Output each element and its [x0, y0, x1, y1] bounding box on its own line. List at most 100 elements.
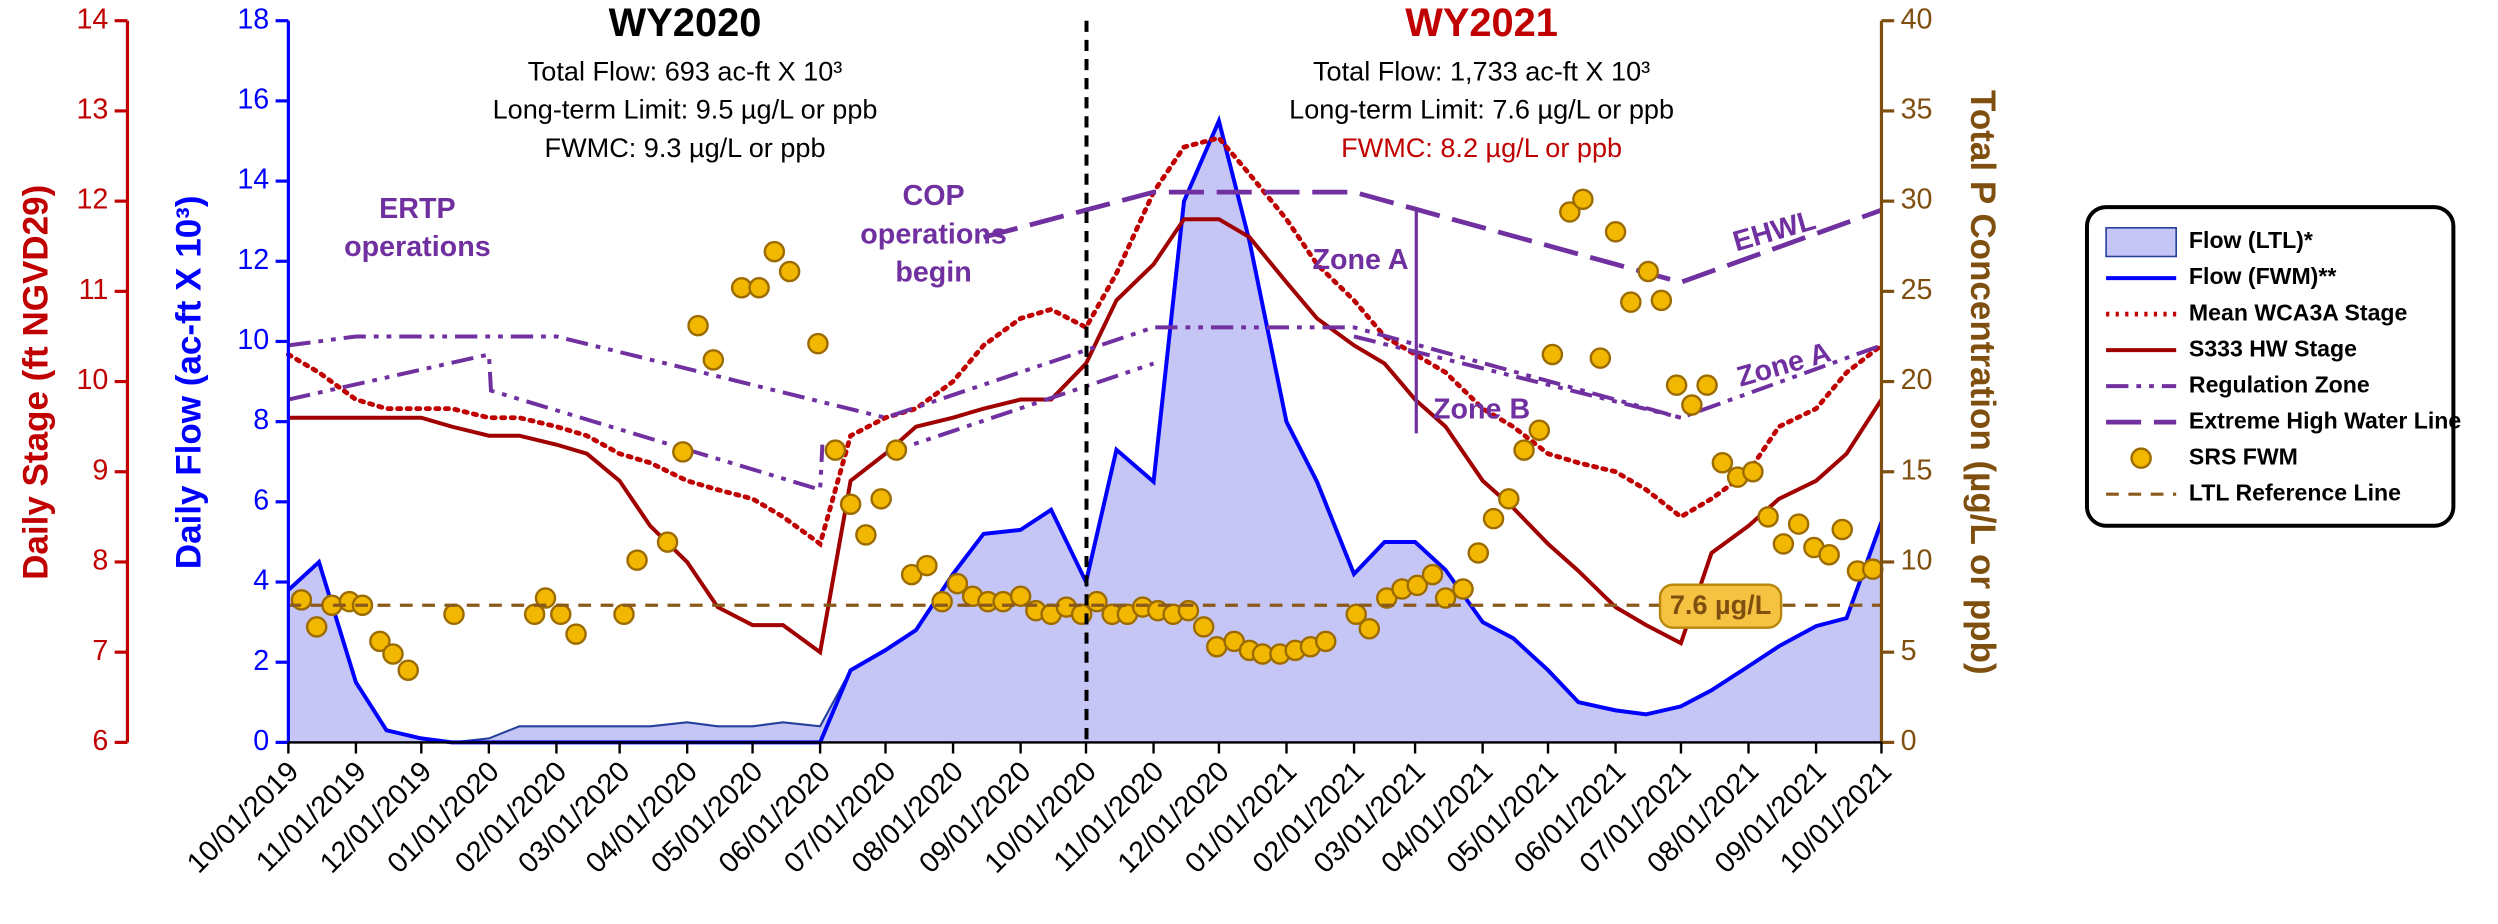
legend-label: S333 HW Stage — [2189, 335, 2357, 361]
y2-tick-label: 30 — [1901, 184, 1933, 216]
annotation: COP — [903, 180, 965, 212]
y3-tick-label: 7 — [92, 635, 108, 667]
data-point — [1711, 451, 1734, 474]
data-point — [305, 616, 328, 638]
y3-tick-label: 6 — [92, 725, 108, 757]
data-point — [1452, 578, 1474, 600]
data-point — [1650, 289, 1673, 312]
data-point — [656, 531, 679, 553]
y2-tick-label: 35 — [1901, 93, 1933, 125]
data-point — [1681, 394, 1703, 416]
y3-tick-label: 9 — [92, 454, 108, 486]
y2-tick-label: 5 — [1901, 635, 1917, 667]
data-point — [1665, 374, 1688, 396]
data-point — [626, 549, 648, 571]
annotation: begin — [895, 257, 971, 289]
data-point — [1742, 461, 1764, 483]
data-point — [1206, 636, 1228, 658]
data-point — [443, 603, 465, 626]
y2-tick-label: 0 — [1901, 725, 1917, 757]
annotation: operations — [860, 218, 1006, 250]
data-point — [1498, 488, 1520, 510]
wy2020-line: Long-term Limit: 9.5 µg/L or ppb — [493, 94, 878, 125]
legend-label: Regulation Zone — [2189, 371, 2370, 397]
y-tick-label: 12 — [237, 244, 269, 276]
y2-tick-label: 40 — [1901, 3, 1933, 35]
line — [287, 325, 1883, 493]
y3-tick-label: 12 — [76, 184, 108, 216]
data-point — [807, 332, 829, 355]
data-point — [1559, 201, 1581, 223]
data-point — [1589, 347, 1612, 369]
wy2021-line: Total Flow: 1,733 ac-ft X 10³ — [1313, 55, 1650, 86]
y3-tick-label: 11 — [79, 274, 109, 306]
y3-axis-title: Daily Stage (ft NGVD29) — [16, 185, 55, 580]
annotation: operations — [344, 231, 491, 263]
annotation: Zone A — [1312, 244, 1408, 276]
line — [288, 217, 1884, 656]
line — [982, 189, 1883, 285]
data-point — [672, 441, 694, 463]
legend-label: Flow (LTL)* — [2189, 227, 2313, 253]
y2-tick-label: 15 — [1901, 454, 1933, 486]
data-point — [1421, 563, 1444, 586]
y-tick-label: 2 — [253, 645, 269, 677]
reference-label-box — [1658, 583, 1783, 629]
y2-axis-title: Total P Concentration (µg/L or ppb) — [1963, 90, 2002, 675]
annotation: Zone B — [1433, 394, 1530, 426]
reference-label: 7.6 µg/L — [1670, 589, 1771, 620]
wy2021-line: Long-term Limit: 7.6 µg/L or ppb — [1289, 94, 1674, 125]
data-point — [1358, 617, 1381, 640]
data-point — [613, 603, 635, 626]
data-point — [534, 587, 557, 609]
data-point — [1192, 616, 1215, 638]
data-point — [916, 554, 938, 577]
data-point — [397, 659, 419, 681]
y3-tick-label: 13 — [76, 93, 108, 125]
y-tick-label: 16 — [237, 83, 269, 115]
data-point — [1513, 439, 1535, 461]
legend-swatch — [2105, 227, 2177, 258]
data-point — [550, 603, 572, 626]
data-point — [1345, 603, 1367, 626]
wy2021-title: WY2021 — [1405, 1, 1558, 45]
data-point — [1637, 260, 1660, 283]
data-point — [382, 643, 404, 665]
data-point — [1620, 291, 1642, 313]
data-point — [565, 623, 587, 645]
data-point — [1696, 374, 1718, 396]
data-point — [1406, 574, 1429, 597]
y-tick-label: 14 — [237, 164, 269, 196]
data-point — [763, 240, 786, 263]
data-point — [870, 488, 892, 510]
wy2020-line: FWMC: 9.3 µg/L or ppb — [545, 132, 826, 163]
legend-swatch — [2130, 447, 2152, 469]
y-tick-label: 10 — [237, 324, 269, 356]
wy2021-line: FWMC: 8.2 µg/L or ppb — [1341, 132, 1622, 163]
y-tick-label: 0 — [253, 725, 269, 757]
data-point — [885, 439, 908, 461]
y3-tick-label: 10 — [76, 364, 108, 396]
data-point — [1818, 543, 1840, 566]
data-point — [1009, 585, 1032, 608]
data-point — [1482, 507, 1505, 530]
legend-box — [2084, 205, 2456, 528]
legend-label: Flow (FWM)** — [2189, 263, 2336, 289]
data-point — [1314, 630, 1337, 653]
y-tick-label: 6 — [253, 484, 269, 516]
y3-tick-label: 8 — [92, 545, 108, 577]
y2-tick-label: 25 — [1901, 274, 1933, 306]
data-point — [1831, 518, 1853, 541]
data-point — [1604, 221, 1627, 243]
data-point — [748, 276, 770, 299]
data-point — [687, 314, 709, 337]
data-point — [855, 524, 877, 546]
data-point — [824, 439, 847, 461]
y2-tick-label: 10 — [1901, 545, 1933, 577]
data-point — [702, 349, 725, 371]
legend-label: SRS FWM — [2189, 443, 2298, 469]
wy2020-title: WY2020 — [609, 1, 762, 45]
data-point — [839, 493, 862, 515]
y-tick-label: 4 — [253, 565, 269, 597]
